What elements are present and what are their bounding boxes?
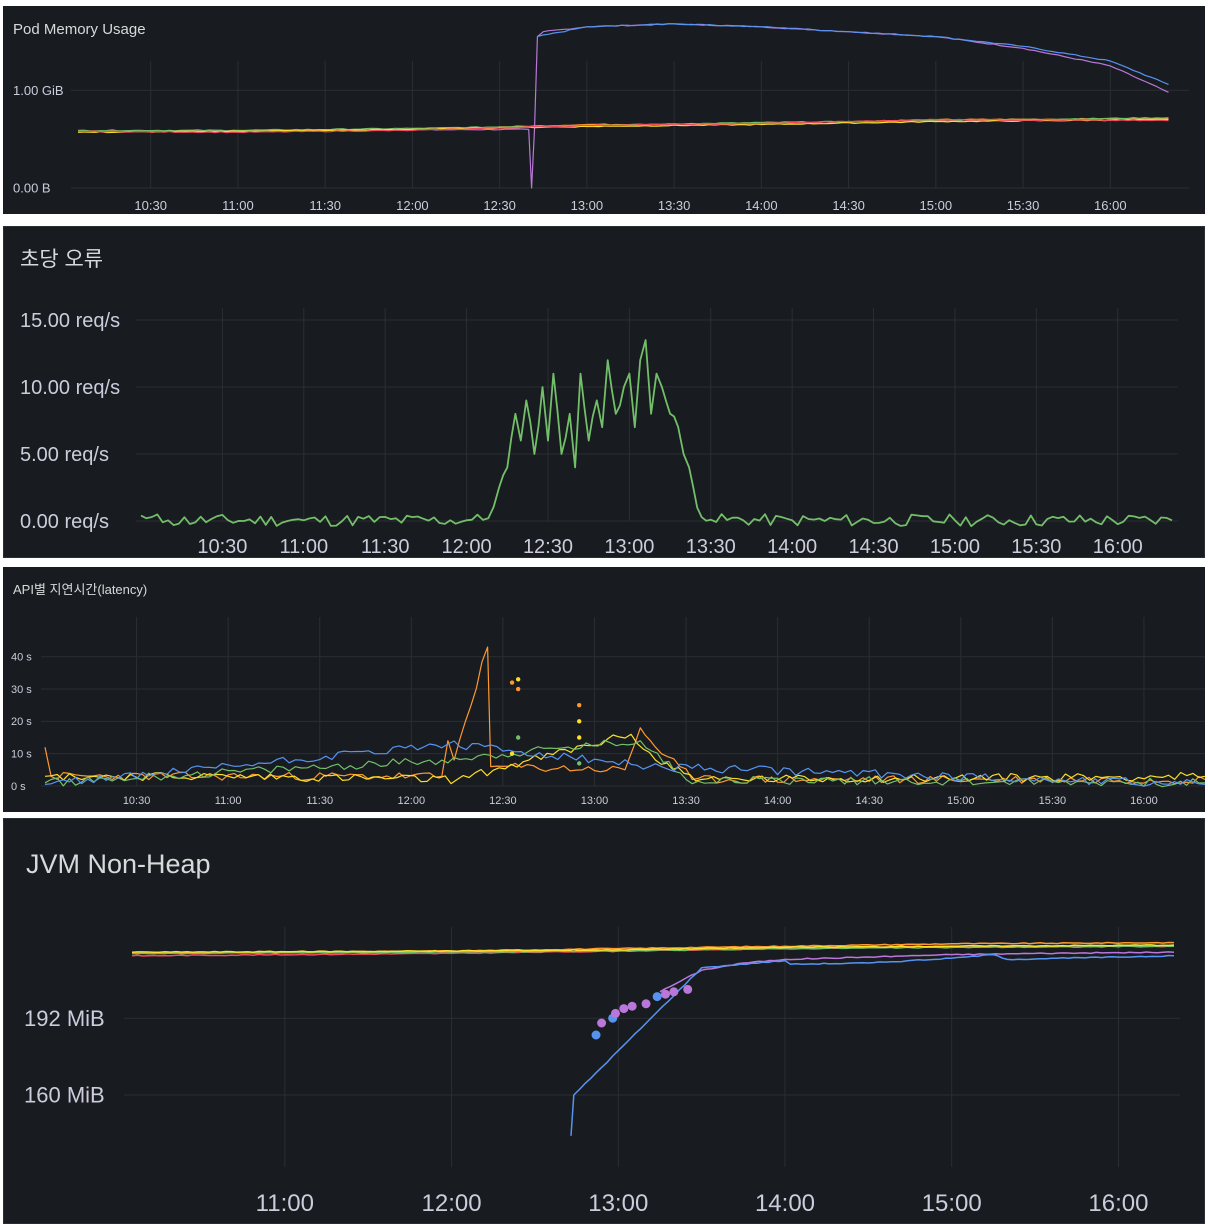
y-tick-label: 160 MiB (24, 1083, 105, 1108)
jvm-series-2 (131, 945, 1175, 955)
x-tick-label: 16:00 (1130, 795, 1158, 807)
y-tick-label: 15.00 req/s (20, 310, 120, 332)
x-tick-label: 12:30 (489, 795, 517, 807)
x-tick-label: 10:30 (123, 795, 151, 807)
x-tick-label: 11:00 (215, 795, 242, 807)
x-tick-label: 10:30 (134, 198, 167, 213)
jvm-point (641, 999, 651, 1009)
x-tick-label: 16:00 (1093, 536, 1143, 558)
y-tick-label: 192 MiB (24, 1006, 105, 1031)
latency-point (509, 680, 515, 685)
jvm-point (661, 989, 671, 999)
jvm-point (597, 1018, 607, 1028)
panel-jvm-nonheap: JVM Non-Heap 11:00 12:00 13:00 14:00 15:00 16… (3, 818, 1205, 1224)
x-tick-label: 14:30 (832, 198, 865, 213)
y-tick-label: 1.00 GiB (13, 83, 64, 98)
x-tick-label: 14:30 (849, 536, 899, 558)
jvm-point (627, 1001, 637, 1011)
x-tick-label: 13:30 (686, 536, 736, 558)
latency-series-2 (44, 739, 1205, 788)
x-tick-label: 14:00 (745, 198, 778, 213)
x-tick-label: 11:30 (361, 536, 410, 558)
jvm-point (669, 987, 679, 997)
x-tick-label: 15:30 (1011, 536, 1061, 558)
x-tick-label: 15:00 (947, 795, 975, 807)
jvm-point (619, 1004, 629, 1014)
jvm-point (652, 992, 662, 1002)
x-tick-label: 13:30 (658, 198, 691, 213)
x-tick-label: 14:00 (755, 1190, 815, 1217)
x-tick-label: 14:00 (767, 536, 817, 558)
x-tick-label: 16:00 (1094, 198, 1127, 213)
latency-point (509, 751, 515, 756)
x-tick-label: 15:00 (930, 536, 980, 558)
x-tick-label: 15:30 (1007, 198, 1040, 213)
memory-series-1 (537, 23, 1169, 85)
x-tick-label: 11:00 (222, 198, 254, 213)
x-tick-label: 12:30 (523, 536, 573, 558)
x-tick-label: 13:30 (672, 795, 700, 807)
y-tick-label: 10.00 req/s (20, 377, 120, 399)
x-tick-label: 12:00 (398, 795, 426, 807)
latency-series-0 (44, 646, 1205, 785)
jvm-chart: 11:00 12:00 13:00 14:00 15:00 16:00 192 MiB 160… (24, 927, 1180, 1217)
y-tick-label: 10 s (11, 749, 32, 761)
panel-title[interactable]: JVM Non-Heap (26, 849, 211, 879)
panel-latency: API별 지연시간(latency) 10:30 11:00 11:30 12:00 1… (3, 567, 1205, 812)
x-tick-label: 13:00 (588, 1190, 648, 1217)
errors-chart: 10:30 11:00 11:30 12:00 12:30 13:00 13:30 14:00… (20, 308, 1178, 558)
x-tick-label: 11:30 (306, 795, 333, 807)
y-tick-label: 0 s (11, 781, 26, 793)
x-tick-label: 15:00 (920, 198, 953, 213)
x-tick-label: 11:30 (309, 198, 341, 213)
x-tick-label: 13:00 (571, 198, 604, 213)
jvm-series-4 (659, 951, 1175, 993)
x-tick-label: 15:00 (922, 1190, 982, 1217)
y-tick-label: 30 s (11, 684, 32, 696)
panel-errors: 초당 오류 10:30 11:00 11:30 12:00 12:30 13:00 13:3… (3, 226, 1205, 558)
errors-series-0 (140, 339, 1173, 528)
jvm-series-5 (570, 953, 1175, 1136)
memory-series-0 (78, 23, 1169, 189)
y-tick-label: 0.00 B (13, 181, 51, 196)
x-tick-label: 12:00 (442, 536, 492, 558)
panel-title[interactable]: API별 지연시간(latency) (13, 582, 148, 597)
x-tick-label: 13:00 (581, 795, 609, 807)
jvm-point (591, 1030, 601, 1040)
x-tick-label: 11:00 (256, 1190, 314, 1217)
jvm-point (610, 1008, 620, 1018)
x-tick-label: 16:00 (1088, 1190, 1148, 1217)
latency-series-1 (44, 733, 1205, 785)
panel-title[interactable]: Pod Memory Usage (13, 21, 146, 38)
memory-series-5 (77, 118, 1169, 134)
x-tick-label: 11:00 (280, 536, 329, 558)
y-tick-label: 40 s (11, 652, 32, 664)
latency-chart: 10:30 11:00 11:30 12:00 12:30 13:00 13:30 14:00… (11, 617, 1205, 807)
jvm-point (683, 984, 693, 994)
x-tick-label: 13:00 (604, 536, 654, 558)
y-tick-label: 0.00 req/s (20, 511, 109, 533)
latency-point (515, 735, 521, 740)
latency-point (577, 702, 582, 708)
panel-title[interactable]: 초당 오류 (20, 248, 104, 271)
x-tick-label: 15:30 (1039, 795, 1067, 807)
latency-point (515, 677, 521, 682)
x-tick-label: 14:30 (855, 795, 883, 807)
y-tick-label: 5.00 req/s (20, 444, 109, 466)
x-tick-label: 12:00 (396, 198, 429, 213)
latency-point (577, 719, 582, 724)
latency-point (515, 686, 521, 692)
panel-pod-memory: Pod Memory Usage 10:30 11:00 11:30 12:00 12:… (3, 6, 1205, 214)
latency-point (577, 735, 582, 740)
x-tick-label: 10:30 (197, 536, 247, 558)
latency-series-3 (44, 740, 1205, 787)
latency-point (577, 761, 582, 766)
x-tick-label: 12:00 (422, 1190, 482, 1217)
y-tick-label: 20 s (11, 716, 32, 728)
x-tick-label: 14:00 (764, 795, 792, 807)
jvm-series-3 (131, 944, 1175, 954)
pod-memory-chart: 10:30 11:00 11:30 12:00 12:30 13:00 13:30 14:00… (13, 23, 1189, 213)
x-tick-label: 12:30 (483, 198, 516, 213)
